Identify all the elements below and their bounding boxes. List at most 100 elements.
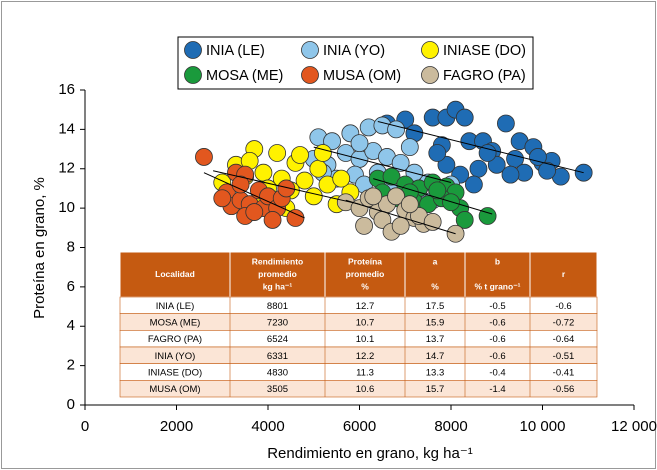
table-cell: INIA (LE) (156, 301, 195, 312)
table-cell: -0.5 (489, 301, 505, 312)
table-cell: 13.3 (426, 368, 445, 379)
legend-label: INIA (YO) (323, 43, 385, 59)
table-cell: 4830 (267, 368, 288, 379)
table-cell: 3505 (267, 384, 288, 395)
y-tick-label: 6 (67, 278, 75, 295)
x-tick-label: 0 (81, 418, 89, 435)
legend-marker (301, 41, 319, 59)
point (263, 211, 282, 229)
point (313, 144, 332, 162)
point (268, 144, 287, 162)
table-cell: 12.7 (356, 301, 375, 312)
table-cell: 10.6 (356, 384, 375, 395)
legend-label: INIA (LE) (206, 43, 265, 59)
point (501, 165, 520, 184)
legend-marker (421, 41, 439, 59)
point (464, 175, 483, 194)
point (254, 163, 273, 182)
point (478, 207, 497, 225)
x-tick-label: 4000 (251, 418, 284, 435)
point (428, 144, 447, 162)
table-cell: INIASE (DO) (148, 368, 202, 379)
x-tick-label: 2000 (160, 418, 193, 435)
table-cell: 7230 (267, 318, 288, 329)
trend-line (212, 170, 360, 205)
table-header: Rendimiento (252, 256, 303, 266)
legend-label: MOSA (ME) (206, 68, 283, 84)
point (277, 179, 296, 198)
table-cell: -0.6 (489, 351, 505, 362)
table-header: Proteína (348, 256, 382, 266)
point (428, 181, 447, 200)
x-axis-label: Rendimiento en grano, kg ha⁻¹ (267, 445, 473, 462)
table-cell: -0.72 (553, 318, 575, 329)
point (469, 159, 488, 178)
trend-line (377, 121, 584, 174)
x-tick-label: 8000 (434, 418, 467, 435)
x-tick-label: 6000 (343, 418, 376, 435)
point (538, 161, 556, 180)
table-cell: FAGRO (PA) (148, 334, 202, 345)
y-tick-label: 12 (58, 160, 75, 177)
x-tick-label: 10 000 (520, 418, 566, 435)
table-cell: 6524 (267, 334, 288, 345)
y-tick-label: 8 (67, 238, 75, 255)
legend-marker (184, 66, 202, 84)
table-cell: MUSA (OM) (149, 384, 200, 395)
trend-line (345, 199, 456, 235)
point (309, 159, 328, 178)
table-cell: 11.3 (356, 368, 374, 379)
table-cell: MOSA (ME) (150, 318, 201, 329)
table-header: promedio (346, 269, 385, 279)
y-axis-label: Proteína en grano, % (31, 177, 48, 319)
table-cell: 15.9 (426, 318, 445, 329)
legend-marker (421, 66, 439, 84)
table-cell: 6331 (267, 351, 288, 362)
table-cell: -0.51 (553, 351, 575, 362)
point (382, 167, 401, 186)
point (295, 171, 314, 190)
legend-label: MUSA (OM) (323, 68, 401, 84)
point (304, 187, 323, 206)
point (291, 146, 309, 164)
table-cell: -0.6 (555, 301, 571, 312)
table-cell: 15.7 (426, 384, 445, 395)
table-cell: -0.64 (553, 334, 575, 345)
table-cell: 10.7 (356, 318, 375, 329)
table-cell: 12.2 (356, 351, 375, 362)
table-row-bg (119, 380, 598, 398)
table-cell: 14.7 (426, 351, 445, 362)
y-tick-label: 2 (67, 357, 75, 374)
table-header: % t grano⁻¹ (474, 281, 520, 291)
point (231, 175, 250, 194)
point (400, 195, 419, 214)
table-cell: -0.6 (489, 334, 505, 345)
legend-box (177, 36, 534, 90)
table-header: r (562, 269, 566, 279)
table-cell: 13.7 (426, 334, 445, 345)
y-tick-label: 0 (67, 396, 75, 413)
point (487, 155, 506, 174)
table-header: b (495, 256, 500, 266)
point (387, 120, 406, 139)
point (391, 216, 410, 235)
point (364, 187, 383, 206)
table-header: promedio (258, 269, 297, 279)
legend-marker (301, 66, 319, 84)
point (400, 138, 419, 156)
y-tick-label: 16 (58, 81, 75, 98)
point (323, 132, 341, 151)
point (529, 148, 547, 166)
table-header-bg (119, 251, 598, 298)
y-tick-label: 4 (67, 317, 75, 334)
table-cell: -0.56 (553, 384, 575, 395)
point (213, 189, 232, 208)
point (332, 169, 351, 188)
point (455, 211, 474, 229)
table-header: a (433, 256, 438, 266)
point (387, 187, 406, 206)
point (496, 114, 515, 133)
table-header: kg ha⁻¹ (263, 281, 293, 291)
table-cell: 17.5 (426, 301, 445, 312)
